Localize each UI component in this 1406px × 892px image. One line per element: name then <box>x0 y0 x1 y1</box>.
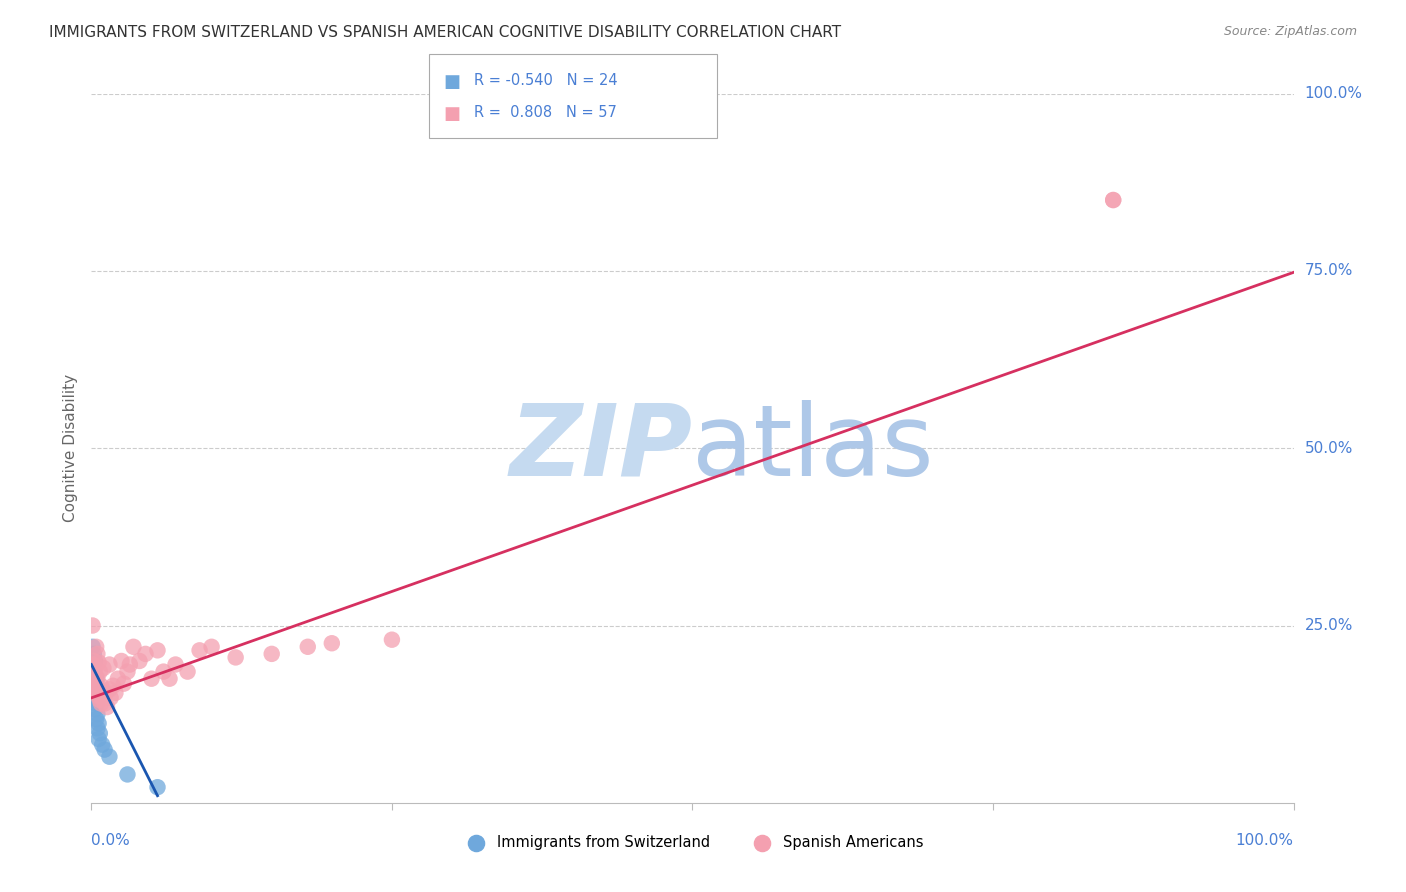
Point <box>84 640 107 654</box>
Point <box>91 738 114 752</box>
Point <box>83 693 105 707</box>
Point <box>87 731 110 746</box>
Point <box>225 650 247 665</box>
Point <box>89 693 111 707</box>
Point <box>141 672 163 686</box>
Point <box>82 618 104 632</box>
Text: 50.0%: 50.0% <box>1305 441 1353 456</box>
Point <box>321 636 343 650</box>
Point <box>159 672 181 686</box>
Point <box>84 690 107 704</box>
Point <box>117 665 139 679</box>
Point <box>90 679 112 693</box>
Point <box>84 682 107 697</box>
Point <box>118 657 141 672</box>
Point <box>176 665 198 679</box>
Text: 100.0%: 100.0% <box>1236 833 1294 848</box>
Point <box>98 749 121 764</box>
Text: 75.0%: 75.0% <box>1305 263 1353 278</box>
Point <box>89 665 111 679</box>
Point <box>84 672 107 686</box>
Point <box>260 647 283 661</box>
Point <box>84 654 107 668</box>
Point <box>93 686 115 700</box>
Point <box>93 697 115 711</box>
Point <box>89 726 111 740</box>
Point <box>165 657 187 672</box>
Point <box>86 686 108 700</box>
Point <box>94 686 117 700</box>
Point <box>86 722 108 736</box>
Point <box>82 672 104 686</box>
Point <box>134 647 156 661</box>
Point <box>128 654 150 668</box>
Point <box>84 712 107 726</box>
Point <box>297 640 319 654</box>
Point <box>1102 193 1125 207</box>
Point <box>83 669 105 683</box>
Legend: Immigrants from Switzerland, Spanish Americans: Immigrants from Switzerland, Spanish Ame… <box>456 830 929 855</box>
Point <box>107 672 129 686</box>
Text: 0.0%: 0.0% <box>91 833 131 848</box>
Text: 100.0%: 100.0% <box>1305 87 1362 101</box>
Point <box>112 676 135 690</box>
Point <box>83 647 105 661</box>
Text: 25.0%: 25.0% <box>1305 618 1353 633</box>
Point <box>84 675 107 690</box>
Point <box>96 700 118 714</box>
Point <box>86 647 108 661</box>
Point <box>84 702 107 716</box>
Point <box>84 661 107 675</box>
Point <box>117 767 139 781</box>
Point <box>188 643 211 657</box>
Point <box>87 690 110 704</box>
Point <box>101 679 124 693</box>
Text: R = -0.540   N = 24: R = -0.540 N = 24 <box>474 73 617 88</box>
Point <box>83 654 105 668</box>
Text: ■: ■ <box>443 73 460 91</box>
Point <box>83 665 105 679</box>
Point <box>84 666 107 681</box>
Point <box>146 780 169 795</box>
Point <box>84 676 107 690</box>
Point <box>91 690 114 705</box>
Point <box>93 742 115 756</box>
Y-axis label: Cognitive Disability: Cognitive Disability <box>62 374 77 523</box>
Text: R =  0.808   N = 57: R = 0.808 N = 57 <box>474 105 617 120</box>
Point <box>87 716 110 731</box>
Point <box>83 665 105 679</box>
Text: ■: ■ <box>443 105 460 123</box>
Point <box>86 672 108 686</box>
Point <box>82 661 104 675</box>
Point <box>1102 193 1125 207</box>
Point <box>84 672 107 686</box>
Point <box>98 657 121 672</box>
Point <box>84 697 107 711</box>
Point <box>83 679 105 693</box>
Point <box>201 640 224 654</box>
Point <box>381 632 404 647</box>
Point <box>93 661 115 675</box>
Text: atlas: atlas <box>692 400 934 497</box>
Point <box>152 665 174 679</box>
Point <box>86 707 108 722</box>
Point <box>100 690 122 705</box>
Point <box>90 697 112 711</box>
Point <box>146 643 169 657</box>
Point <box>110 654 132 668</box>
Point <box>122 640 145 654</box>
Text: Source: ZipAtlas.com: Source: ZipAtlas.com <box>1223 25 1357 38</box>
Point <box>82 686 104 700</box>
Point <box>82 640 104 654</box>
Text: ZIP: ZIP <box>509 400 692 497</box>
Point <box>87 656 110 670</box>
Point <box>82 657 104 672</box>
Point <box>84 676 107 690</box>
Point <box>98 682 121 697</box>
Point <box>104 686 127 700</box>
Point <box>86 681 108 695</box>
Text: IMMIGRANTS FROM SWITZERLAND VS SPANISH AMERICAN COGNITIVE DISABILITY CORRELATION: IMMIGRANTS FROM SWITZERLAND VS SPANISH A… <box>49 25 841 40</box>
